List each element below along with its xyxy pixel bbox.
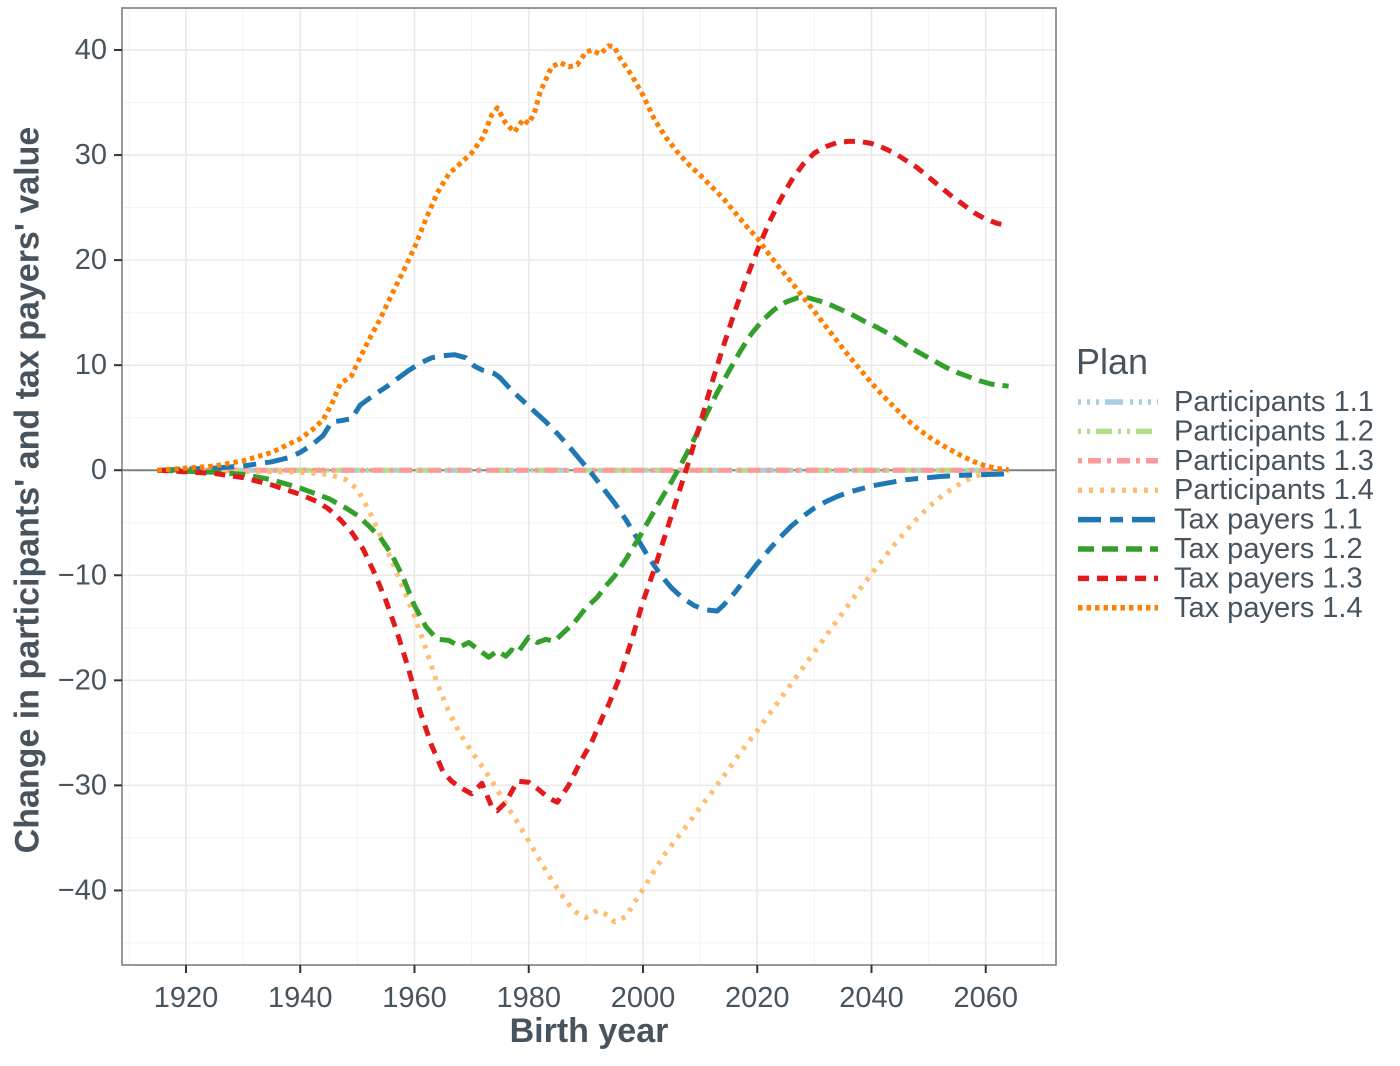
legend-label-0: Participants 1.1	[1174, 386, 1374, 418]
y-tick-label: 10	[75, 349, 107, 381]
legend-label-4: Tax payers 1.1	[1174, 504, 1363, 536]
series-line-3	[157, 467, 1009, 925]
legend-label-3: Participants 1.4	[1174, 474, 1374, 506]
y-tick-label: −30	[58, 769, 107, 801]
x-tick-label: 2060	[953, 982, 1018, 1014]
legend-label-5: Tax payers 1.2	[1174, 533, 1363, 565]
panel-border	[121, 7, 1057, 966]
y-axis-title: Change in participants' and tax payers' …	[8, 126, 47, 854]
x-tick-label: 2020	[725, 982, 790, 1014]
y-tick-label: 30	[75, 139, 107, 171]
legend-title: Plan	[1076, 341, 1148, 382]
x-tick-label: 1920	[154, 982, 219, 1014]
x-tick-label: 1980	[496, 982, 561, 1014]
legend-label-2: Participants 1.3	[1174, 445, 1374, 477]
plot-panel	[122, 8, 1056, 965]
series-line-7	[157, 43, 1009, 473]
legend-label-7: Tax payers 1.4	[1174, 592, 1363, 624]
y-tick-label: −40	[58, 874, 107, 906]
legend-label-6: Tax payers 1.3	[1174, 562, 1363, 594]
series-line-4	[157, 352, 1009, 614]
y-tick-label: 40	[75, 34, 107, 66]
x-tick-label: 1960	[382, 982, 447, 1014]
y-tick-label: −10	[58, 559, 107, 591]
legend-label-1: Participants 1.2	[1174, 415, 1374, 447]
y-tick-label: −20	[58, 664, 107, 696]
x-axis-title: Birth year	[509, 1012, 669, 1050]
series-line-5	[157, 295, 1009, 660]
y-tick-label: 20	[75, 244, 107, 276]
x-tick-label: 2000	[611, 982, 676, 1014]
y-tick-label: 0	[91, 454, 107, 486]
x-tick-label: 2040	[839, 982, 904, 1014]
x-tick-label: 1940	[268, 982, 333, 1014]
